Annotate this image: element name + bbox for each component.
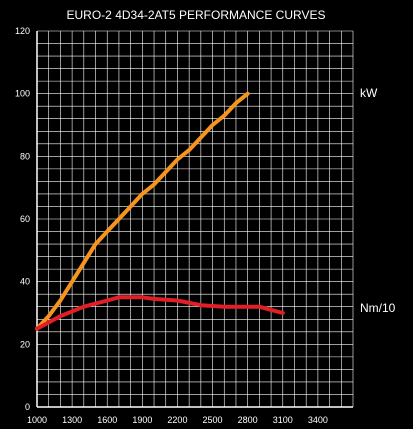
- x-axis-ticks: 1000 1300 1600 1900 2200 2500 2800 3100 3400: [27, 415, 328, 425]
- x-tick-label: 1300: [62, 415, 82, 425]
- x-tick-label: 2200: [167, 415, 187, 425]
- y-tick-label: 120: [15, 26, 30, 36]
- y-tick-label: 100: [15, 89, 30, 99]
- x-tick-label: 1000: [27, 415, 47, 425]
- y-tick-label: 0: [25, 402, 30, 412]
- x-tick-label: 2500: [203, 415, 223, 425]
- y-tick-label: 60: [20, 214, 30, 224]
- x-tick-label: 1600: [97, 415, 117, 425]
- chart-title: EURO-2 4D34-2AT5 PERFORMANCE CURVES: [67, 8, 326, 22]
- chart-axes: [36, 31, 353, 408]
- y-axis-ticks: 0 20 40 60 80 100 120: [15, 26, 30, 412]
- y-tick-label: 40: [20, 277, 30, 287]
- x-tick-label: 1900: [132, 415, 152, 425]
- x-tick-label: 3400: [308, 415, 328, 425]
- torque-curve: [35, 295, 285, 331]
- y-tick-label: 20: [20, 339, 30, 349]
- series-label-kw: kW: [360, 86, 378, 100]
- y-tick-label: 80: [20, 151, 30, 161]
- x-tick-label: 3100: [273, 415, 293, 425]
- series-label-nm10: Nm/10: [360, 301, 396, 315]
- series-lines: [35, 91, 285, 331]
- kw-curve: [35, 91, 250, 331]
- x-tick-label: 2800: [238, 415, 258, 425]
- chart-grid: [36, 30, 354, 408]
